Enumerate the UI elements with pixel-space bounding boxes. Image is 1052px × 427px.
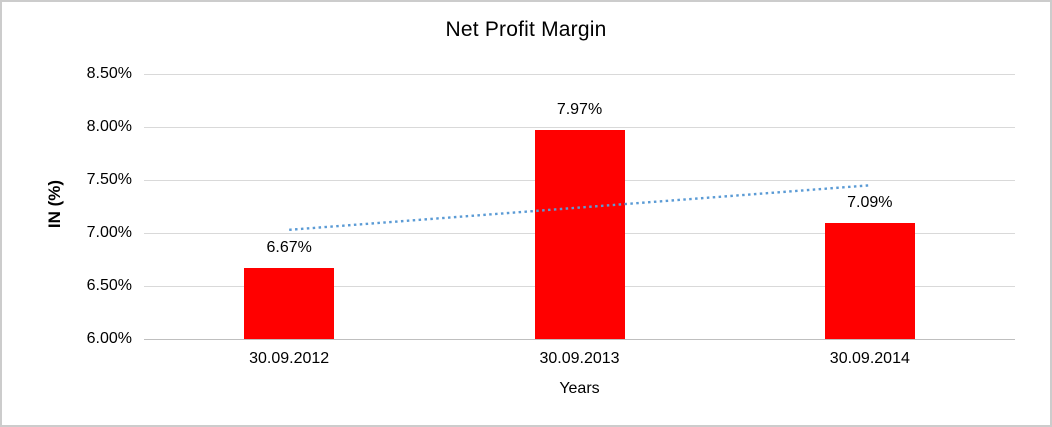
x-category-label: 30.09.2012 [249,350,330,367]
x-category-label: 30.09.2013 [539,350,620,367]
bar [824,223,915,339]
x-axis-line [144,339,1015,340]
y-tick-label: 6.50% [86,277,132,294]
gridline [144,74,1015,75]
bar-value-label: 7.09% [847,194,893,212]
y-tick-label: 8.00% [86,118,132,135]
bar [534,130,625,339]
y-tick-label: 6.00% [86,330,132,347]
y-tick-label: 8.50% [86,65,132,82]
plot-area: 6.00% 6.50% 7.00% 7.50% 8.00% 8.50% 6.67% 30.09… [87,65,1015,367]
gridline [144,127,1015,128]
y-tick-label: 7.50% [86,171,132,188]
x-axis-title: Years [559,380,600,397]
y-tick-label: 7.00% [86,224,132,241]
x-category-label: 30.09.2014 [829,350,910,367]
bar-value-label: 7.97% [556,101,603,119]
bar-value-label: 6.67% [266,238,312,256]
chart-title: Net Profit Margin [445,18,607,41]
bar [244,267,335,339]
